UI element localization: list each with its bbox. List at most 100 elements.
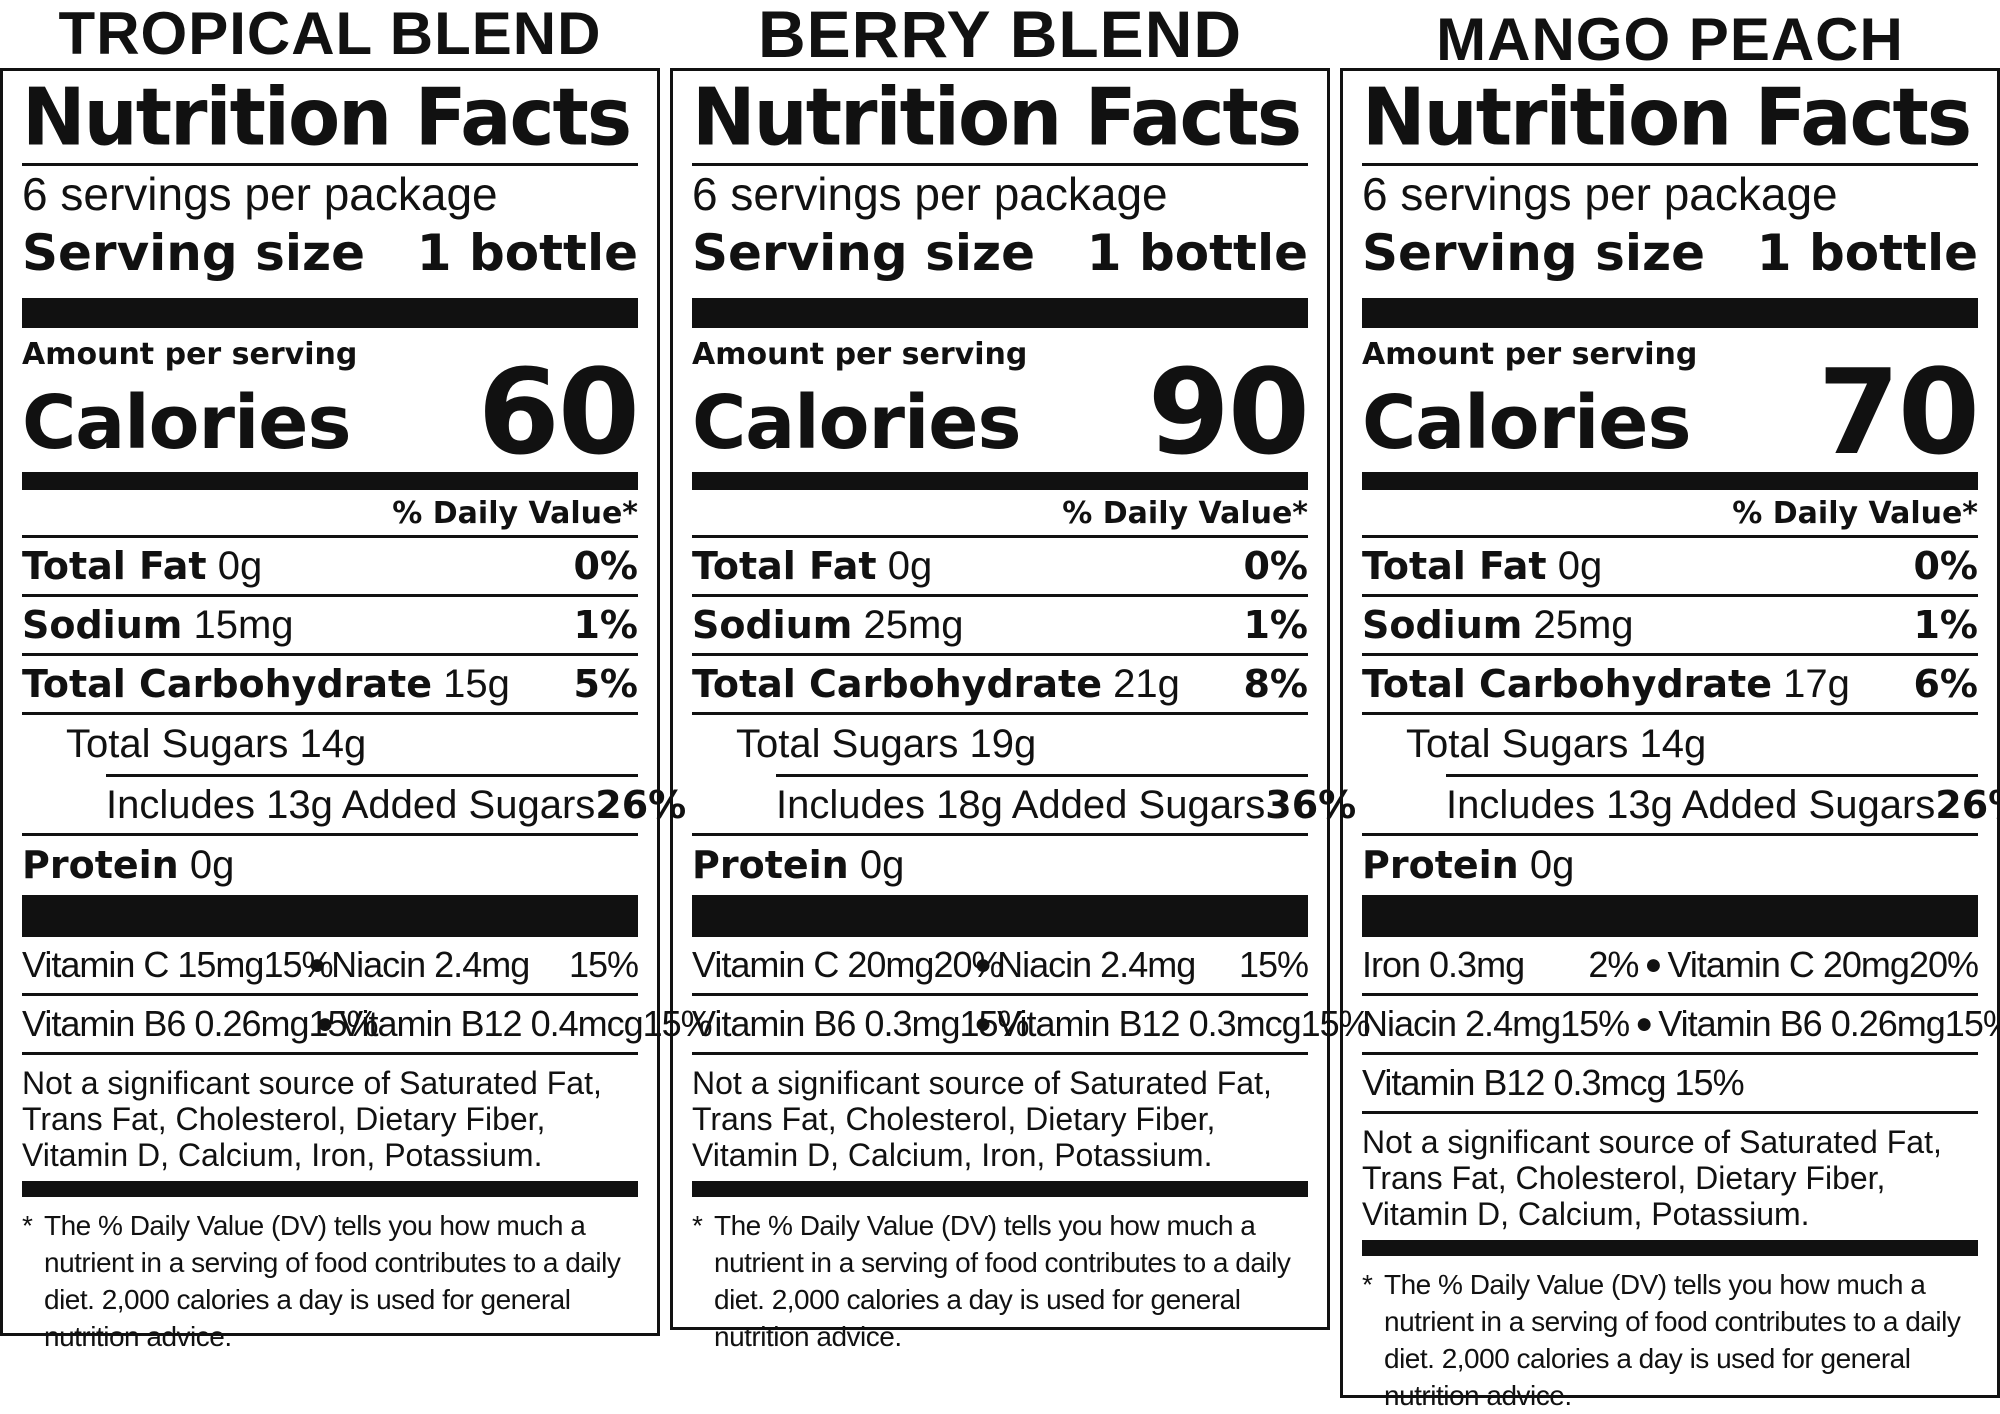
nutrient-row-total-fat: Total Fat 0g 0% — [22, 538, 638, 597]
nutrient-label: Total Carbohydrate — [22, 661, 432, 706]
calories-row: Calories 70 — [1362, 353, 1980, 471]
vitamin-name: Vitamin B12 0.3mcg — [997, 1003, 1302, 1044]
nutrient-row-added-sugars: Includes 13g Added Sugars 26% — [1362, 777, 2000, 836]
nutrient-row-added-sugars: Includes 18g Added Sugars 36% — [692, 777, 1356, 836]
nutrient-row-protein: Protein 0g — [22, 836, 638, 895]
serving-size-value: 1 bottle — [1086, 224, 1308, 282]
vitamin-name: Vitamin B6 0.26mg — [22, 1003, 310, 1044]
flavor-title: MANGO PEACH — [1436, 6, 1904, 73]
amount-per-serving: Amount per serving — [22, 337, 358, 372]
vitamin-dv: 15% — [308, 1003, 379, 1044]
nutrient-amount: 0g — [1529, 843, 1575, 887]
vitamin-cell: Vitamin C 20mg 20% — [1667, 944, 1979, 986]
thick-divider — [1362, 895, 1978, 937]
vitamin-row: Iron 0.3mg 2% ● Vitamin C 20mg 20% — [1362, 937, 1979, 996]
daily-value-header: % Daily Value* — [1732, 496, 1978, 531]
nutrition-facts-title: Nutrition Facts — [1362, 69, 1972, 164]
vitamin-name: Niacin 2.4mg — [997, 944, 1196, 985]
asterisk-icon: * — [22, 1210, 33, 1241]
nutrient-dv: 5% — [573, 662, 638, 706]
divider — [692, 163, 1308, 166]
medium-divider — [22, 1181, 638, 1197]
divider — [22, 163, 638, 166]
daily-value-header: % Daily Value* — [392, 496, 638, 531]
nutrient-dv: 0% — [573, 544, 638, 588]
calories-label: Calories — [22, 380, 352, 466]
serving-size-label: Serving size — [1362, 224, 1706, 282]
nutrient-dv: 1% — [573, 603, 638, 647]
nutrient-label: Sodium — [692, 602, 853, 647]
calories-row: Calories 90 — [692, 353, 1310, 471]
added-sugars: Includes 13g Added Sugars — [1446, 782, 1936, 827]
nutrient-row-total-fat: Total Fat 0g 0% — [692, 538, 1308, 597]
medium-divider — [22, 472, 638, 490]
daily-value-header: % Daily Value* — [1062, 496, 1308, 531]
nutrient-amount: 25mg — [863, 602, 964, 647]
vitamin-name: Vitamin B12 0.3mcg — [1362, 1062, 1667, 1103]
vitamin-name: Vitamin C 20mg — [1667, 944, 1909, 985]
vitamin-cell: Vitamin B12 0.4mcg 15% — [339, 1003, 713, 1045]
nutrient-amount: 17g — [1783, 661, 1850, 706]
nutrient-dv: 0% — [1243, 544, 1308, 588]
calories-value: 90 — [1147, 343, 1310, 481]
vitamin-cell: Niacin 2.4mg 15% — [997, 944, 1309, 986]
vitamin-cell: Niacin 2.4mg 15% — [331, 944, 639, 986]
nutrition-panel: Nutrition Facts 6 servings per package S… — [670, 68, 1371, 1352]
nutrient-row-sodium: Sodium 25mg 1% — [692, 597, 1308, 656]
footnote: * The % Daily Value (DV) tells you how m… — [692, 1197, 1308, 1355]
divider — [776, 774, 1308, 777]
thick-divider — [692, 895, 1308, 937]
nutrient-dv: 8% — [1243, 662, 1308, 706]
medium-divider — [692, 1181, 1308, 1197]
serving-size-value: 1 bottle — [416, 224, 638, 282]
nutrient-label: Sodium — [22, 602, 183, 647]
footnote: * The % Daily Value (DV) tells you how m… — [22, 1197, 638, 1355]
vitamin-row: Vitamin C 20mg 20% ● Niacin 2.4mg 15% — [692, 937, 1309, 996]
servings-per-package: 6 servings per package — [692, 168, 1168, 220]
vitamin-name: Vitamin B6 0.3mg — [692, 1003, 960, 1044]
vitamin-dv: 15% — [1238, 944, 1309, 985]
nutrient-amount: 15mg — [193, 602, 294, 647]
bullet-icon: ● — [316, 1007, 334, 1040]
amount-per-serving: Amount per serving — [692, 337, 1028, 372]
nutrition-facts-title: Nutrition Facts — [22, 69, 632, 164]
medium-divider — [1362, 472, 1978, 490]
divider — [692, 535, 1308, 538]
nutrient-label: Total Fat — [22, 543, 207, 588]
divider — [1446, 774, 1978, 777]
nutrient-row-protein: Protein 0g — [692, 836, 1308, 895]
not-significant-note: Not a significant source of Saturated Fa… — [22, 1065, 602, 1173]
nutrition-panel: Nutrition Facts 6 servings per package S… — [0, 68, 713, 1352]
vitamin-dv: 15% — [568, 944, 639, 985]
nutrient-amount: 0g — [859, 843, 905, 887]
nutrient-dv: 1% — [1913, 603, 1978, 647]
nutrient-row-total-sugars: Total Sugars 19g — [692, 715, 1308, 774]
nutrient-row-total-carb: Total Carbohydrate 15g 5% — [22, 656, 638, 715]
nutrient-label: Total Carbohydrate — [1362, 661, 1772, 706]
calories-label: Calories — [1362, 380, 1692, 466]
vitamin-name: Iron 0.3mg — [1362, 944, 1525, 985]
added-sugars: Includes 13g Added Sugars — [106, 782, 596, 827]
serving-size-label: Serving size — [692, 224, 1036, 282]
nutrient-row-total-carb: Total Carbohydrate 17g 6% — [1362, 656, 1978, 715]
vitamin-cell: Iron 0.3mg 2% — [1362, 944, 1639, 986]
nutrient-row-sodium: Sodium 15mg 1% — [22, 597, 638, 656]
footnote-text: The % Daily Value (DV) tells you how muc… — [44, 1210, 621, 1352]
footnote-text: The % Daily Value (DV) tells you how muc… — [714, 1210, 1291, 1352]
medium-divider — [692, 472, 1308, 490]
nutrient-label: Protein — [22, 843, 179, 887]
vitamin-dv: 2% — [1588, 944, 1639, 985]
vitamin-row: Vitamin B12 0.3mcg 15% — [1362, 1055, 1978, 1114]
divider — [106, 774, 638, 777]
vitamin-dv: 15% — [1944, 1003, 2000, 1044]
nutrition-panel: Nutrition Facts 6 servings per package S… — [1340, 68, 2000, 1411]
nutrient-label: Protein — [692, 843, 849, 887]
nutrient-row-total-sugars: Total Sugars 14g — [22, 715, 638, 774]
nutrient-row-total-sugars: Total Sugars 14g — [1362, 715, 1978, 774]
total-sugars: Total Sugars 19g — [736, 722, 1037, 766]
nutrient-amount: 15g — [443, 661, 510, 706]
thick-divider — [22, 298, 638, 328]
vitamin-name: Niacin 2.4mg — [331, 944, 530, 985]
nutrient-row-total-fat: Total Fat 0g 0% — [1362, 538, 1978, 597]
